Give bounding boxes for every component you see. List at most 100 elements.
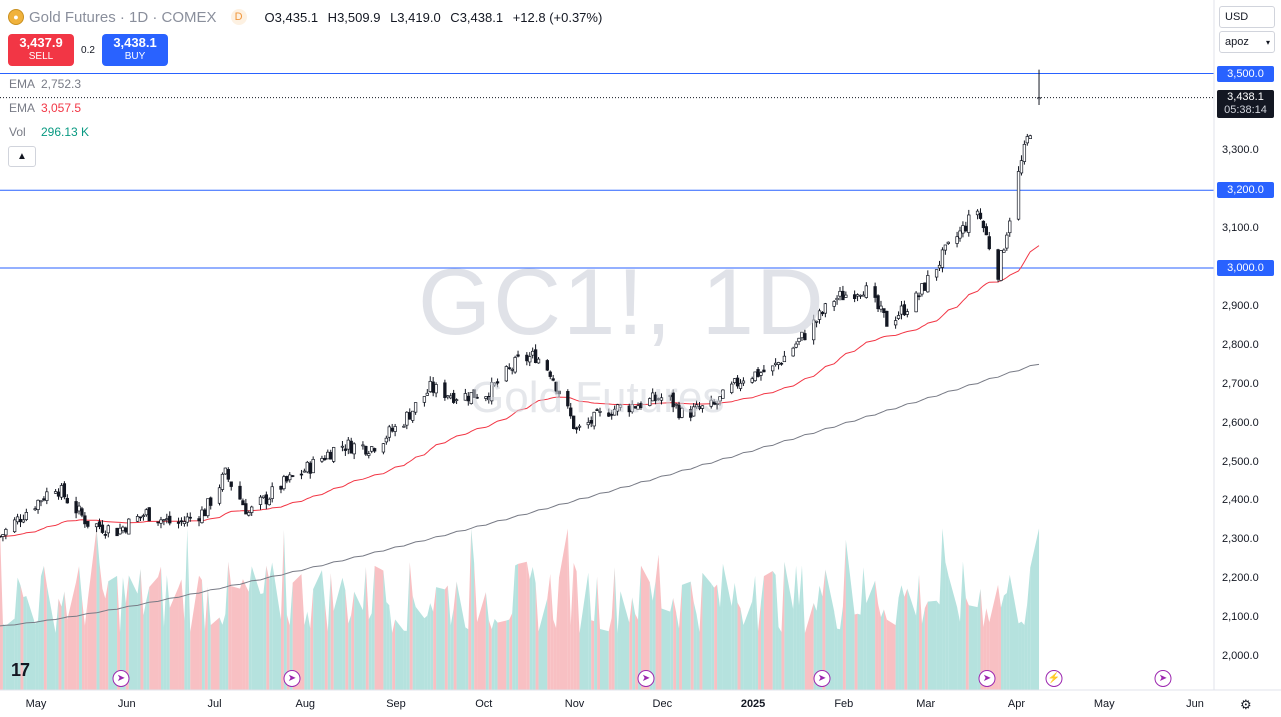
- candle-body: [513, 357, 517, 373]
- scale-mode-selector[interactable]: apoz ▾: [1219, 31, 1275, 53]
- volume-segment: [998, 584, 1001, 690]
- volume-segment: [2, 624, 6, 690]
- candle-body: [680, 407, 684, 418]
- volume-segment: [594, 576, 598, 690]
- candle-body: [285, 475, 289, 482]
- candle-body: [864, 285, 868, 298]
- volume-segment: [292, 574, 302, 690]
- candle-body: [659, 397, 664, 401]
- candle-body: [598, 411, 602, 413]
- candle-body: [83, 515, 87, 525]
- last-price-value: 3,438.1: [1227, 90, 1264, 103]
- candle-body: [738, 382, 743, 389]
- volume-segment: [204, 587, 208, 690]
- event-marker[interactable]: ➤: [978, 670, 996, 687]
- volume-segment: [801, 565, 805, 690]
- volume-segment: [576, 571, 580, 690]
- candle-body: [452, 392, 456, 403]
- time-tick-label: Apr: [1007, 698, 1026, 710]
- scale-mode-label: apoz: [1225, 36, 1249, 48]
- volume-segment: [122, 577, 126, 690]
- candle-body: [855, 294, 860, 297]
- event-marker[interactable]: ➤: [112, 670, 130, 687]
- symbol-watermark: GC1!, 1D: [418, 249, 826, 354]
- candle-body: [566, 391, 570, 407]
- volume-segment: [20, 585, 24, 690]
- indicator-volume[interactable]: Vol 296.13 K: [9, 125, 89, 139]
- candle-body: [434, 384, 438, 394]
- event-marker[interactable]: ➤: [283, 670, 301, 687]
- volume-segment: [433, 587, 437, 690]
- candle-body: [1016, 171, 1021, 220]
- candle-body: [182, 521, 187, 524]
- volume-segment: [737, 602, 741, 690]
- candle-body: [817, 310, 822, 320]
- volume-segment: [652, 580, 656, 690]
- volume-segment: [711, 583, 715, 690]
- volume-segment: [5, 618, 15, 690]
- candle-body: [730, 383, 734, 393]
- candle-body: [961, 225, 965, 234]
- horizontal-levels: [0, 73, 1214, 269]
- time-tick-label: Aug: [295, 698, 316, 710]
- trade-panel: 3,437.9 SELL 0.2 3,438.1 BUY: [8, 34, 168, 66]
- time-tick-label: 2025: [740, 698, 766, 710]
- volume-segment: [760, 576, 764, 690]
- volume-segment: [878, 603, 881, 690]
- buy-button[interactable]: 3,438.1 BUY: [102, 34, 168, 66]
- currency-selector[interactable]: USD: [1219, 6, 1275, 28]
- volume-segment: [717, 584, 720, 690]
- volume-segment: [1003, 593, 1007, 690]
- volume-segment: [125, 575, 129, 690]
- forward-arrow-icon: ➤: [1158, 673, 1168, 684]
- volume-segment: [430, 603, 434, 690]
- sell-button[interactable]: 3,437.9 SELL: [8, 34, 74, 66]
- volume-segment: [266, 565, 270, 690]
- volume-segment: [494, 618, 498, 690]
- bar-countdown: 05:38:14: [1224, 103, 1267, 116]
- candle-body: [206, 498, 210, 517]
- volume-segment: [895, 597, 899, 690]
- symbol-title[interactable]: Gold Futures · 1D · COMEX: [29, 8, 217, 26]
- volume-segment: [260, 593, 264, 690]
- volume-segment: [901, 585, 905, 690]
- volume-segment: [485, 592, 489, 690]
- candle-body: [536, 358, 541, 364]
- candle-body: [156, 521, 160, 524]
- candle-body: [1008, 220, 1012, 234]
- gear-icon[interactable]: ⚙: [1240, 697, 1252, 712]
- collapse-indicators-button[interactable]: ▲: [8, 146, 36, 167]
- interval-badge[interactable]: D: [230, 9, 247, 25]
- candle-body: [18, 518, 23, 523]
- volume-segment: [702, 572, 712, 690]
- volume-segment: [752, 575, 756, 690]
- event-marker[interactable]: ⚡: [1045, 670, 1063, 687]
- candle-body: [329, 451, 333, 460]
- time-tick-label: Oct: [475, 698, 493, 710]
- candle-body: [987, 236, 991, 250]
- indicator-ema-slow[interactable]: EMA 2,752.3: [9, 77, 81, 91]
- volume-segment: [775, 574, 779, 690]
- sell-label: SELL: [28, 51, 54, 62]
- volume-segment: [518, 561, 527, 690]
- candle-body: [861, 294, 866, 297]
- volume-segment: [512, 565, 516, 690]
- high-value: 3,509.9: [337, 9, 381, 25]
- volume-segment: [816, 585, 820, 690]
- volume-segment: [655, 554, 659, 690]
- candle-body: [4, 529, 8, 536]
- tradingview-logo[interactable]: 17: [11, 660, 30, 680]
- event-marker[interactable]: ➤: [637, 670, 655, 687]
- volume-segment: [351, 591, 355, 690]
- close-label: C: [450, 9, 460, 25]
- candle-body: [106, 525, 110, 534]
- event-marker[interactable]: ➤: [813, 670, 831, 687]
- indicator-ema-fast[interactable]: EMA 3,057.5: [9, 101, 81, 115]
- volume-segment: [965, 597, 969, 690]
- candle-body: [882, 308, 886, 313]
- event-marker[interactable]: ➤: [1154, 670, 1172, 687]
- candle-body: [741, 380, 746, 384]
- candle-body: [964, 225, 968, 232]
- volume-segment: [389, 605, 393, 690]
